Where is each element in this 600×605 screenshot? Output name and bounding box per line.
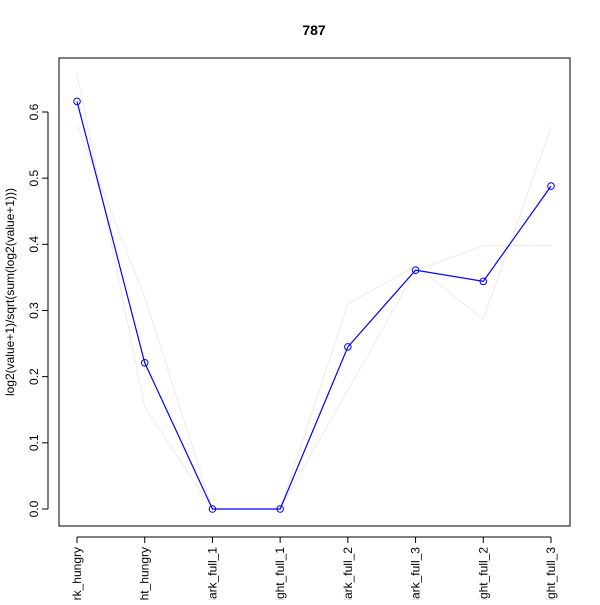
y-tick-label: 0.2	[27, 368, 41, 385]
y-tick-label: 0.5	[27, 170, 41, 187]
data-point	[73, 97, 81, 106]
x-tick-label: light_full_2	[476, 547, 490, 600]
y-tick-label: 0.4	[27, 236, 41, 253]
series-line-background	[76, 74, 552, 510]
x-tick-label: dark_full_1	[205, 547, 219, 600]
y-tick-label: 0.6	[27, 103, 41, 120]
data-point	[479, 277, 488, 286]
data-point	[344, 343, 352, 351]
data-point	[140, 358, 149, 367]
series-line-background	[76, 125, 551, 510]
x-tick-label: light_hungry	[138, 547, 152, 600]
y-axis-label: log2(value+1)/sqrt(sum(log2(value+1)))	[3, 188, 17, 396]
data-point	[208, 505, 217, 513]
y-tick-label: 0.0	[27, 500, 41, 517]
chart-title: 787	[302, 22, 326, 38]
series-line-main	[76, 101, 552, 510]
plot-area: 0.0 0.1 0.2 0.3 0.4 0.5 0.6 dark_hungry light_hu…	[27, 57, 571, 605]
y-tick-label: 0.3	[27, 302, 41, 319]
x-tick-label: light_full_3	[544, 547, 558, 600]
y-tick-label: 0.1	[27, 434, 41, 451]
plot-box	[58, 57, 571, 527]
data-point	[276, 505, 284, 513]
x-tick-label: light_full_1	[273, 547, 287, 600]
x-tick-label: dark_hungry	[70, 547, 84, 600]
data-point	[547, 182, 555, 190]
x-tick-label: dark_full_2	[341, 547, 355, 600]
data-point	[411, 266, 420, 274]
x-tick-label: dark_full_3	[409, 547, 423, 600]
